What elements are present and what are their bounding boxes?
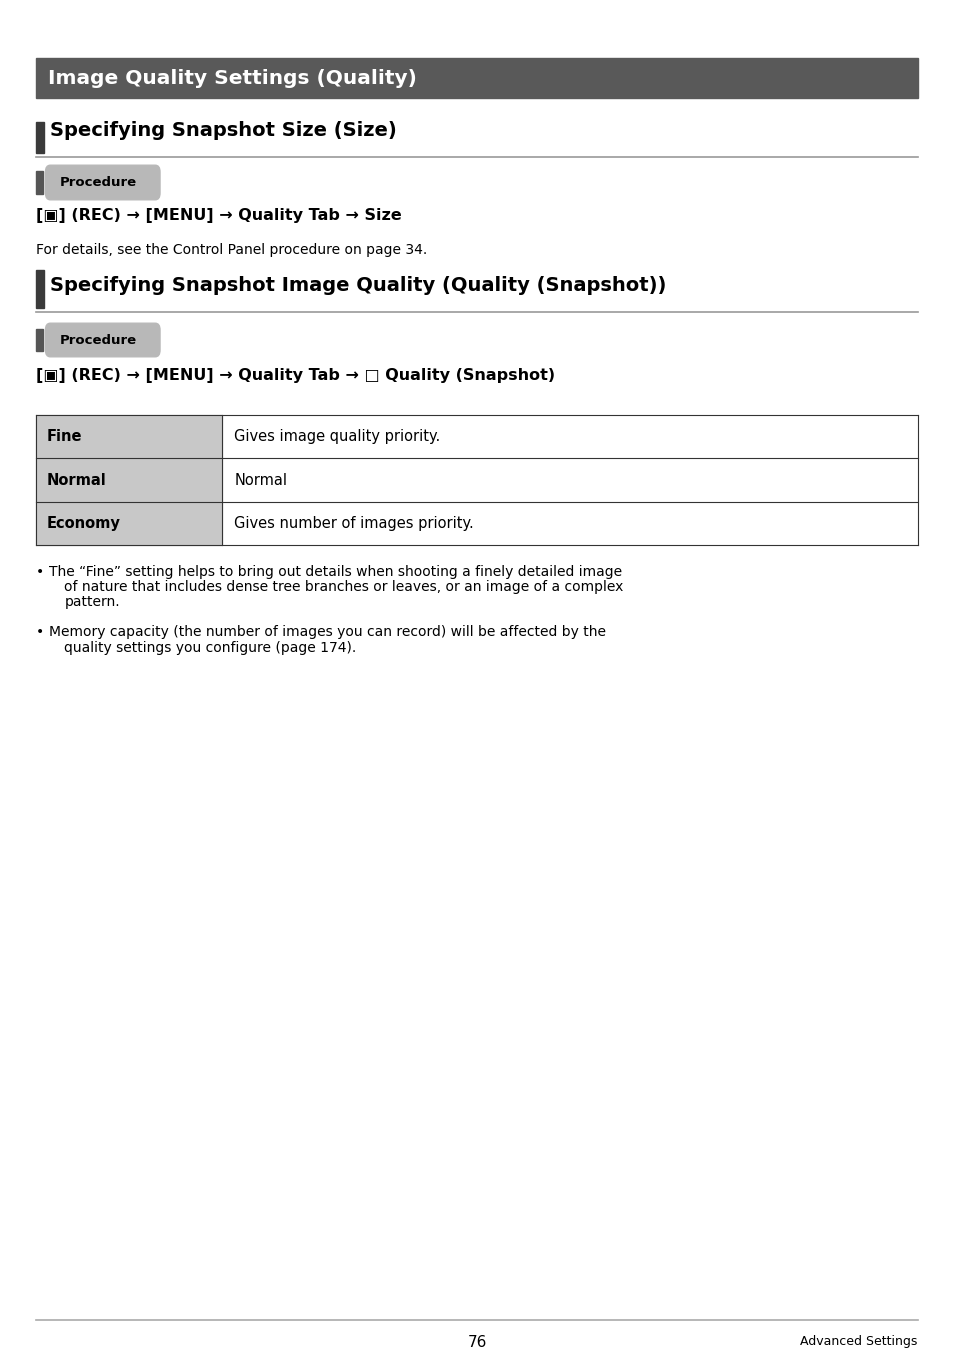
Text: Specifying Snapshot Image Quality (Quality (Snapshot)): Specifying Snapshot Image Quality (Quali… [51, 275, 666, 294]
Text: Advanced Settings: Advanced Settings [800, 1335, 917, 1348]
Text: Memory capacity (the number of images you can record) will be affected by the: Memory capacity (the number of images yo… [50, 626, 605, 639]
Text: [▣] (REC) → [MENU] → Quality Tab → Size: [▣] (REC) → [MENU] → Quality Tab → Size [36, 208, 401, 223]
Bar [36, 58, 917, 98]
Text: Normal: Normal [234, 472, 287, 487]
Text: Procedure: Procedure [60, 334, 136, 346]
Bar [36, 328, 43, 351]
FancyBboxPatch shape [46, 166, 160, 199]
Bar [36, 122, 44, 153]
Text: Fine: Fine [46, 429, 82, 444]
Text: of nature that includes dense tree branches or leaves, or an image of a complex: of nature that includes dense tree branc… [64, 579, 623, 594]
Bar [36, 415, 222, 459]
Text: [▣] (REC) → [MENU] → Quality Tab → □ Quality (Snapshot): [▣] (REC) → [MENU] → Quality Tab → □ Qua… [36, 368, 555, 383]
Text: quality settings you configure (page 174).: quality settings you configure (page 174… [64, 641, 356, 655]
Text: Gives number of images priority.: Gives number of images priority. [234, 516, 474, 531]
Text: •: • [36, 626, 45, 639]
Text: pattern.: pattern. [64, 594, 120, 609]
Text: Gives image quality priority.: Gives image quality priority. [234, 429, 440, 444]
FancyBboxPatch shape [46, 323, 160, 357]
Bar [36, 459, 222, 502]
Text: Specifying Snapshot Size (Size): Specifying Snapshot Size (Size) [51, 121, 396, 140]
Text: Procedure: Procedure [60, 176, 136, 189]
Text: 76: 76 [467, 1335, 486, 1350]
Text: Economy: Economy [46, 516, 120, 531]
Text: Image Quality Settings (Quality): Image Quality Settings (Quality) [48, 68, 416, 87]
Text: For details, see the Control Panel procedure on page 34.: For details, see the Control Panel proce… [36, 243, 427, 256]
Bar [36, 502, 222, 546]
Text: Normal: Normal [46, 472, 106, 487]
Text: •: • [36, 565, 45, 579]
Text: The “Fine” setting helps to bring out details when shooting a finely detailed im: The “Fine” setting helps to bring out de… [50, 565, 621, 579]
Bar [36, 171, 43, 194]
Bar [36, 270, 44, 308]
